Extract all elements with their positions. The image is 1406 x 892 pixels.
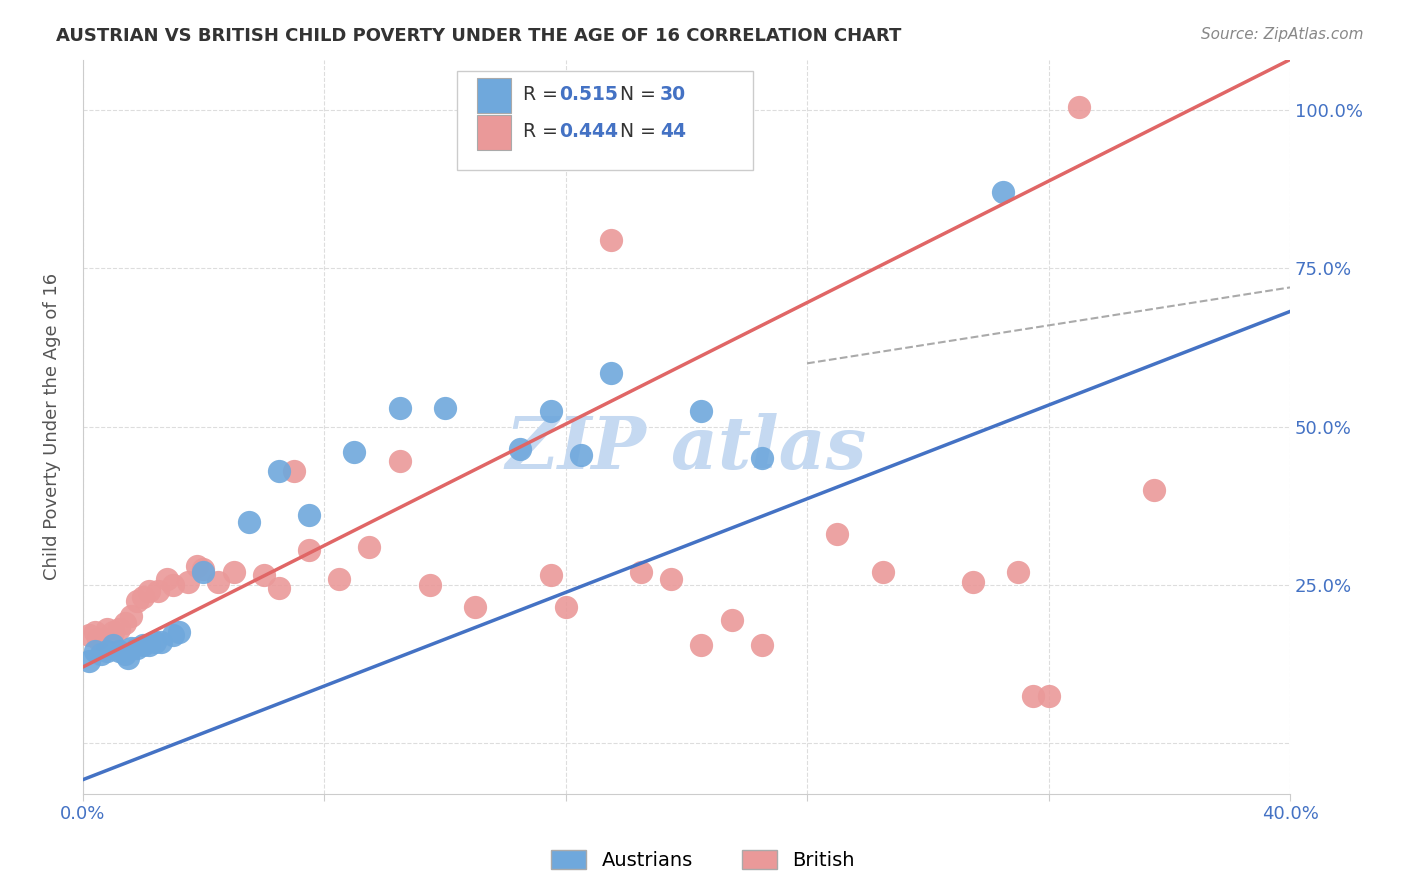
Point xyxy=(138,584,160,599)
Point xyxy=(193,562,215,576)
Text: Source: ZipAtlas.com: Source: ZipAtlas.com xyxy=(1201,27,1364,42)
Y-axis label: Child Poverty Under the Age of 16: Child Poverty Under the Age of 16 xyxy=(44,273,60,580)
FancyBboxPatch shape xyxy=(457,70,752,169)
Point xyxy=(328,572,350,586)
Point xyxy=(167,625,190,640)
Point xyxy=(1022,689,1045,703)
Point xyxy=(101,625,124,640)
Point xyxy=(267,581,290,595)
Point xyxy=(720,613,742,627)
Point xyxy=(569,448,592,462)
Point xyxy=(87,632,110,646)
Point xyxy=(433,401,456,415)
Point xyxy=(193,565,215,579)
Point xyxy=(993,186,1015,200)
Point xyxy=(156,572,179,586)
Point xyxy=(751,451,773,466)
Point xyxy=(238,515,260,529)
Point xyxy=(298,543,321,558)
Point xyxy=(96,622,118,636)
Point xyxy=(138,638,160,652)
FancyBboxPatch shape xyxy=(478,78,512,113)
Point xyxy=(132,638,155,652)
Point xyxy=(186,558,208,573)
Point xyxy=(222,565,245,579)
Point xyxy=(162,628,184,642)
Point xyxy=(146,584,169,599)
Point xyxy=(207,574,229,589)
Point xyxy=(117,650,139,665)
Point xyxy=(83,644,105,658)
Point xyxy=(132,591,155,605)
Legend: Austrians, British: Austrians, British xyxy=(544,842,862,878)
Point xyxy=(630,565,652,579)
Point xyxy=(825,527,848,541)
Point xyxy=(1007,565,1029,579)
FancyBboxPatch shape xyxy=(478,115,512,150)
Point xyxy=(1067,100,1090,114)
Point xyxy=(120,641,142,656)
Text: N =: N = xyxy=(607,86,662,104)
Point xyxy=(96,644,118,658)
Point xyxy=(253,568,276,582)
Text: 30: 30 xyxy=(659,86,686,104)
Text: 0.444: 0.444 xyxy=(560,122,619,141)
Point xyxy=(962,574,984,589)
Point xyxy=(599,233,621,247)
Point xyxy=(464,599,486,614)
Point xyxy=(1038,689,1060,703)
Point xyxy=(540,568,562,582)
Text: ZIP atlas: ZIP atlas xyxy=(506,413,868,484)
Point xyxy=(540,404,562,418)
Point xyxy=(554,599,576,614)
Text: 0.515: 0.515 xyxy=(560,86,619,104)
Text: N =: N = xyxy=(607,122,662,141)
Point xyxy=(77,628,100,642)
Text: AUSTRIAN VS BRITISH CHILD POVERTY UNDER THE AGE OF 16 CORRELATION CHART: AUSTRIAN VS BRITISH CHILD POVERTY UNDER … xyxy=(56,27,901,45)
Point xyxy=(690,638,713,652)
Point xyxy=(267,464,290,478)
Point xyxy=(509,442,531,456)
Point xyxy=(114,648,136,662)
Point xyxy=(659,572,682,586)
Point xyxy=(114,615,136,630)
Point xyxy=(162,578,184,592)
Point xyxy=(872,565,894,579)
Point xyxy=(177,574,200,589)
Point xyxy=(298,508,321,523)
Point xyxy=(690,404,713,418)
Point xyxy=(1143,483,1166,497)
Point xyxy=(83,625,105,640)
Point xyxy=(108,644,131,658)
Point xyxy=(343,445,366,459)
Point xyxy=(150,635,173,649)
Point xyxy=(77,654,100,668)
Text: 44: 44 xyxy=(659,122,686,141)
Text: R =: R = xyxy=(523,122,564,141)
Point xyxy=(101,638,124,652)
Point xyxy=(120,609,142,624)
Point xyxy=(751,638,773,652)
Point xyxy=(283,464,305,478)
Point xyxy=(125,641,148,656)
Point xyxy=(388,454,411,468)
Point xyxy=(125,593,148,607)
Point xyxy=(108,622,131,636)
Point xyxy=(143,635,166,649)
Point xyxy=(388,401,411,415)
Point xyxy=(90,648,112,662)
Point xyxy=(359,540,381,554)
Text: R =: R = xyxy=(523,86,564,104)
Point xyxy=(599,366,621,380)
Point xyxy=(419,578,441,592)
